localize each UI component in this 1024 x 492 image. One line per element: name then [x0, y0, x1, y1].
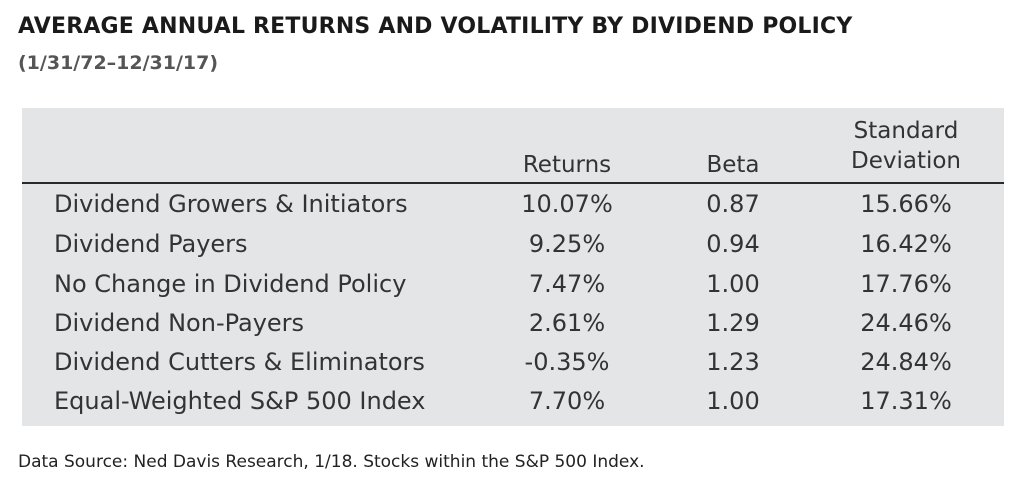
column-header-std-line1: Standard — [853, 118, 959, 144]
row-std-deviation: 24.46% — [860, 309, 952, 337]
row-label: Equal-Weighted S&P 500 Index — [54, 387, 426, 415]
row-label: Dividend Cutters & Eliminators — [54, 348, 425, 376]
table-row: No Change in Dividend Policy 7.47% 1.00 … — [22, 264, 1004, 304]
row-returns: 9.25% — [528, 230, 606, 258]
row-beta: 1.00 — [706, 387, 760, 415]
table-row: Dividend Non-Payers 2.61% 1.29 24.46% — [22, 303, 1004, 343]
row-std-deviation: 15.66% — [860, 190, 952, 218]
row-label: Dividend Payers — [54, 230, 248, 258]
column-header-returns: Returns — [522, 152, 612, 178]
row-returns: 10.07% — [521, 190, 613, 218]
row-std-deviation: 17.31% — [860, 387, 952, 415]
column-header-standard-deviation: Standard Deviation — [824, 116, 988, 176]
row-std-deviation: 17.76% — [860, 270, 952, 298]
column-header-std-line2: Deviation — [850, 148, 961, 174]
table-row: Dividend Growers & Initiators 10.07% 0.8… — [22, 184, 1004, 224]
page-title: AVERAGE ANNUAL RETURNS AND VOLATILITY BY… — [18, 14, 853, 39]
table-row: Dividend Cutters & Eliminators -0.35% 1.… — [22, 342, 1004, 382]
date-range-subtitle: (1/31/72–12/31/17) — [18, 52, 219, 74]
row-returns: 7.47% — [528, 270, 606, 298]
row-std-deviation: 24.84% — [860, 348, 952, 376]
table-row: Equal-Weighted S&P 500 Index 7.70% 1.00 … — [22, 381, 1004, 421]
table-row: Dividend Payers 9.25% 0.94 16.42% — [22, 224, 1004, 264]
column-header-beta: Beta — [706, 152, 760, 178]
row-label: Dividend Non-Payers — [54, 309, 305, 337]
table-panel — [22, 108, 1004, 426]
row-std-deviation: 16.42% — [860, 230, 952, 258]
row-returns: 7.70% — [528, 387, 606, 415]
row-beta: 0.87 — [706, 190, 760, 218]
data-source-footnote: Data Source: Ned Davis Research, 1/18. S… — [18, 452, 645, 472]
row-beta: 1.23 — [706, 348, 760, 376]
header-divider — [22, 182, 1004, 184]
row-label: No Change in Dividend Policy — [54, 270, 407, 298]
row-beta: 0.94 — [706, 230, 760, 258]
row-beta: 1.29 — [706, 309, 760, 337]
row-beta: 1.00 — [706, 270, 760, 298]
row-label: Dividend Growers & Initiators — [54, 190, 408, 218]
row-returns: -0.35% — [524, 348, 610, 376]
row-returns: 2.61% — [528, 309, 606, 337]
